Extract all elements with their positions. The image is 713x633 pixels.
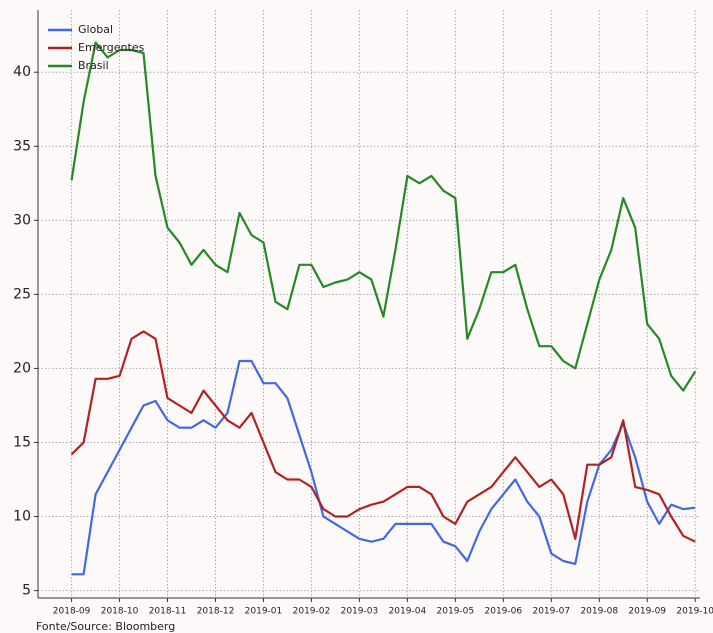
x-tick-label: 2019-08	[580, 607, 618, 617]
x-tick-label: 2019-10	[676, 607, 713, 617]
x-tick-label: 2018-09	[53, 607, 91, 617]
x-tick-label: 2018-12	[197, 607, 235, 617]
y-tick-label: 25	[13, 286, 31, 302]
x-tick-label: 2019-03	[341, 607, 379, 617]
legend-label: Emergentes	[78, 41, 145, 54]
source-note: Fonte/Source: Bloomberg	[36, 620, 175, 633]
legend-label: Global	[78, 23, 113, 36]
y-tick-label: 30	[13, 212, 31, 228]
line-series	[71, 359, 696, 576]
legend-label: Brasil	[78, 59, 109, 72]
y-tick-label: 20	[13, 360, 31, 376]
x-tick-label: 2018-11	[149, 607, 187, 617]
y-tick-label: 10	[13, 509, 31, 525]
y-tick-label: 40	[13, 64, 31, 80]
line-series	[70, 330, 696, 543]
y-tick-label: 35	[13, 138, 31, 154]
x-tick-label: 2019-09	[628, 607, 666, 617]
y-tick-label: 15	[13, 434, 31, 450]
x-tick-label: 2019-02	[293, 607, 331, 617]
x-tick-label: 2019-01	[245, 607, 283, 617]
line-series	[70, 41, 697, 392]
x-tick-label: 2019-06	[485, 607, 523, 617]
x-tick-label: 2019-05	[437, 607, 475, 617]
y-tick-label: 5	[22, 583, 31, 599]
x-tick-label: 2019-04	[389, 607, 427, 617]
x-tick-label: 2019-07	[532, 607, 570, 617]
x-tick-label: 2018-10	[101, 607, 139, 617]
